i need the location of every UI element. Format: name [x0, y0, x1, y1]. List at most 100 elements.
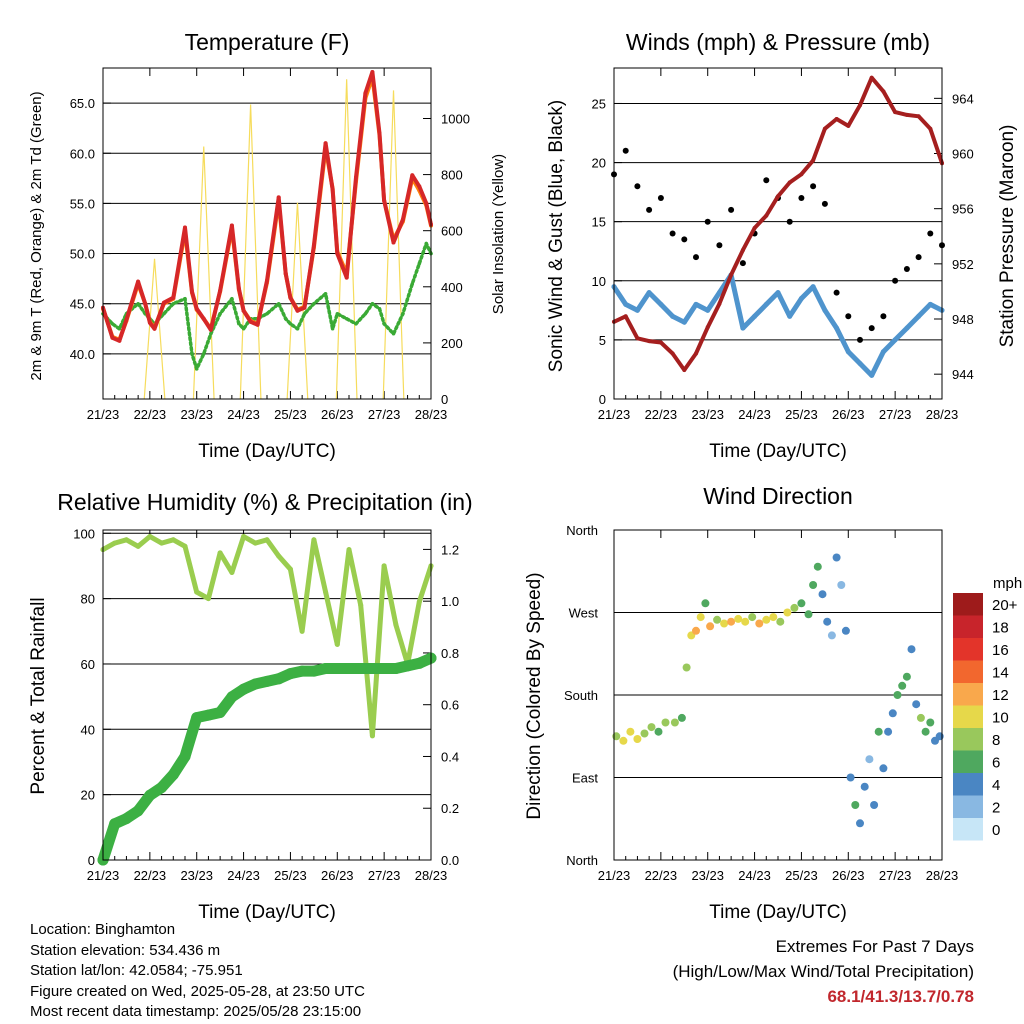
- dewpoint-line-point: [295, 327, 300, 331]
- precipitation-line-point: [226, 691, 238, 703]
- sonic-wind-line-point: [892, 337, 898, 343]
- y-tick-label: North: [566, 523, 598, 538]
- x-tick-label: 21/23: [87, 868, 120, 883]
- y-tick-label: 0: [88, 853, 95, 868]
- x-tick-label: 22/23: [134, 407, 167, 422]
- precipitation-line-point: [331, 663, 343, 674]
- direction-point: [670, 718, 679, 727]
- precipitation-line-point: [191, 712, 203, 724]
- station-pressure-line-point: [822, 126, 827, 131]
- temp-2m-line-point: [255, 322, 260, 327]
- direction-point: [837, 581, 846, 589]
- direction-point: [647, 723, 656, 732]
- dewpoint-line-point: [162, 311, 166, 316]
- direction-point: [654, 727, 663, 736]
- relative-humidity-line-point: [135, 543, 141, 549]
- sonic-wind-line-point: [670, 313, 676, 319]
- station-pressure-line-point: [834, 117, 839, 121]
- y-tick-label: 40: [81, 722, 95, 737]
- direction-point: [696, 613, 705, 622]
- direction-point: [720, 619, 729, 628]
- precipitation-line-point: [109, 818, 121, 830]
- precipitation-line-point: [296, 665, 308, 677]
- precipitation-line-point: [402, 660, 414, 672]
- temp-9m-line: [101, 75, 433, 342]
- temp-2m-line-point: [136, 279, 141, 284]
- y-tick-label: 60.0: [70, 146, 95, 161]
- colorbar-swatch: [953, 795, 983, 818]
- sonic-wind-line: [611, 272, 945, 378]
- gust-point: [892, 277, 899, 284]
- winds-ylabel-right: Station Pressure (Maroon): [997, 125, 1018, 348]
- dewpoint-line-point: [424, 241, 429, 246]
- x-tick-label: 22/23: [645, 868, 678, 883]
- relative-humidity-line-point: [369, 733, 375, 739]
- station-pressure-line-point: [776, 194, 780, 199]
- winds-title: Winds (mph) & Pressure (mb): [626, 29, 930, 55]
- colorbar-swatch: [953, 705, 983, 728]
- relative-humidity-line-point: [276, 553, 282, 559]
- direction-point: [755, 619, 764, 628]
- temp-2m-line-point: [417, 184, 422, 189]
- sonic-wind-line-point: [681, 319, 687, 325]
- relative-humidity-line-point: [299, 628, 305, 634]
- y-tick-label: 10: [592, 274, 606, 289]
- dewpoint-line-point: [377, 306, 382, 311]
- direction-point: [832, 553, 841, 562]
- sonic-wind-line-point: [822, 307, 828, 313]
- precipitation-line-point: [273, 673, 285, 685]
- dewpoint-line-point: [417, 261, 422, 266]
- x-tick-label: 28/23: [415, 407, 448, 422]
- sonic-wind-line-point: [693, 301, 699, 307]
- dewpoint-line-point: [276, 301, 281, 306]
- temp-2m-line-point: [288, 295, 293, 300]
- direction-point: [748, 613, 757, 622]
- y2-tick-label: 0.4: [441, 749, 459, 764]
- temp-2m-line-point: [400, 217, 405, 222]
- colorbar-title: mph: [993, 575, 1022, 592]
- y-tick-label: 45.0: [70, 297, 95, 312]
- direction-point: [926, 718, 935, 727]
- direction-point: [841, 626, 850, 635]
- y-tick-label: 50.0: [70, 247, 95, 262]
- precipitation-line-point: [366, 663, 378, 674]
- dewpoint-line-point: [237, 322, 241, 326]
- x-tick-label: 24/23: [227, 407, 260, 422]
- station-pressure-line-point: [881, 89, 886, 94]
- y-tick-label: 5: [599, 333, 606, 348]
- gust-point: [810, 183, 817, 190]
- station-pressure-line-point: [846, 123, 851, 128]
- x-tick-label: 25/23: [274, 868, 307, 883]
- sonic-wind-line-point: [646, 290, 652, 296]
- temp-2m-line-point: [229, 223, 234, 228]
- y2-tick-label: 0.2: [441, 801, 459, 816]
- relative-humidity-line-point: [252, 540, 258, 546]
- y2-tick-label: 960: [952, 147, 974, 162]
- direction-point: [879, 764, 888, 773]
- sonic-wind-line-point: [810, 284, 816, 290]
- plot-frame: [613, 67, 943, 400]
- x-tick-label: 22/23: [645, 407, 678, 422]
- station-pressure-line-point: [623, 314, 628, 319]
- colorbar-swatch: [953, 593, 983, 616]
- temperature-ylabel-left: 2m & 9m T (Red, Orange) & 2m Td (Green): [28, 91, 45, 380]
- extremes-values: 68.1/41.3/13.7/0.78: [827, 987, 974, 1006]
- x-tick-label: 25/23: [785, 407, 818, 422]
- plot-frame: [102, 67, 432, 400]
- station-pressure-line: [612, 75, 944, 372]
- direction-point: [912, 700, 921, 709]
- y2-tick-label: 956: [952, 202, 974, 217]
- gust-point: [857, 336, 863, 343]
- dewpoint-line-point: [110, 322, 115, 326]
- station-pressure-line-point: [764, 213, 769, 218]
- direction-point: [921, 727, 930, 736]
- relative-humidity-line-point: [112, 540, 118, 546]
- station-pressure-line-point: [635, 336, 640, 341]
- direction-xlabel: Time (Day/UTC): [709, 902, 847, 923]
- solar-insolation-spike: [286, 202, 309, 400]
- colorbar-swatch: [953, 638, 983, 661]
- temp-2m-line-point: [171, 295, 176, 300]
- x-tick-label: 24/23: [227, 868, 260, 883]
- y-tick-label: 0: [599, 392, 606, 407]
- temp-2m-line-point: [377, 131, 382, 136]
